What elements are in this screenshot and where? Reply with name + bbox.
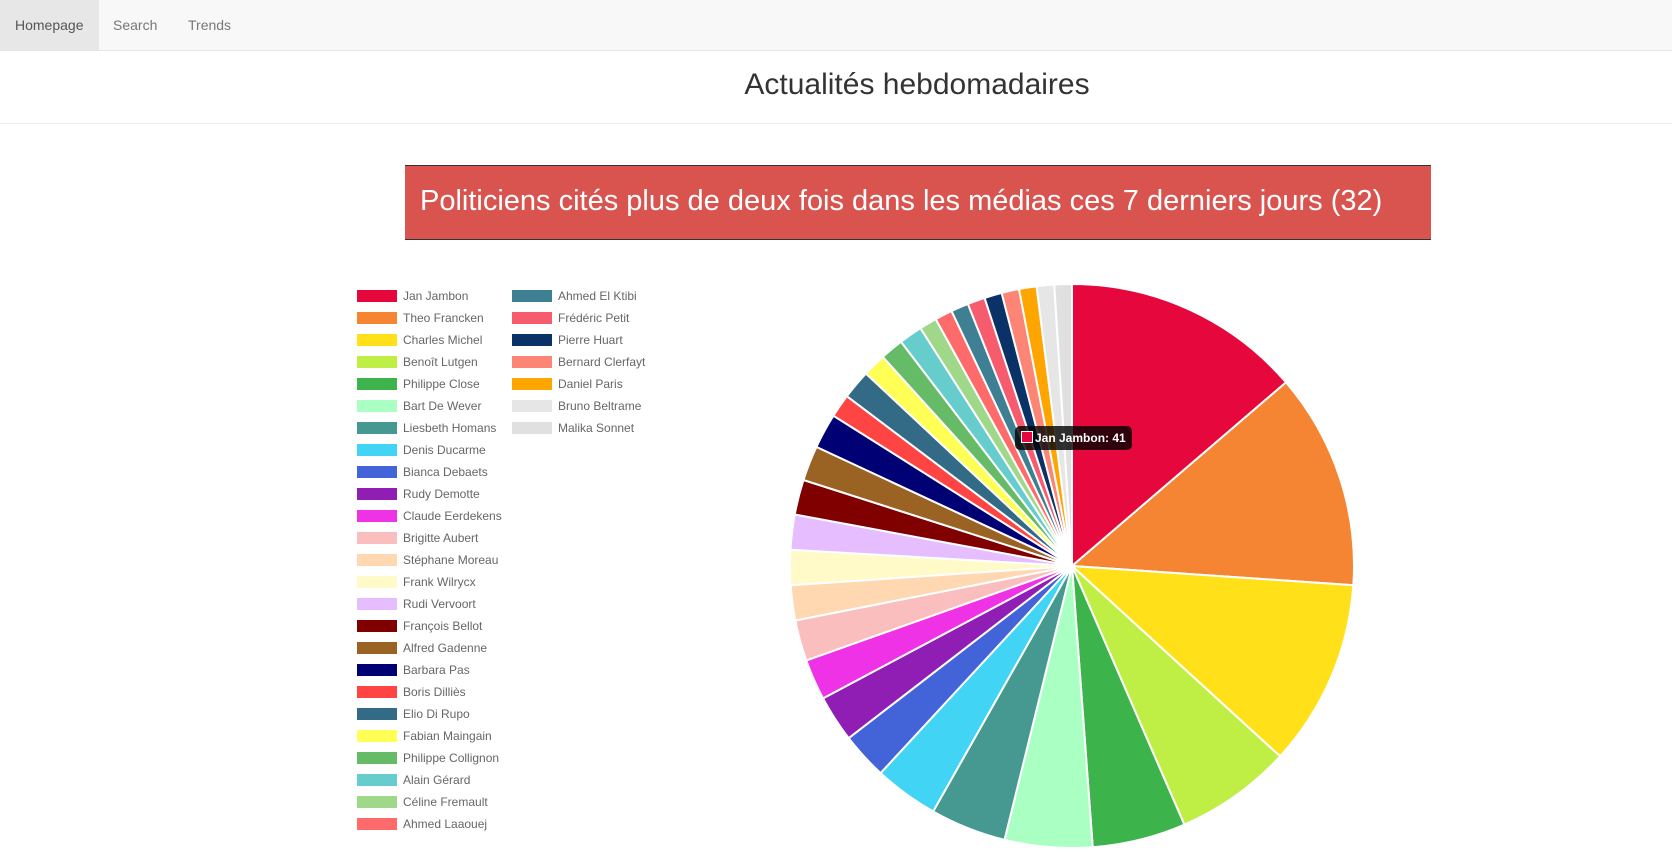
pie-slice-jan-jambon[interactable] — [1071, 282, 1288, 569]
legend-label: Jan Jambon — [403, 289, 469, 303]
legend-label: Bart De Wever — [403, 399, 482, 413]
legend-swatch — [512, 422, 552, 434]
pie-slice-malika-sonnet[interactable] — [1053, 282, 1073, 567]
legend-label: Bernard Clerfayt — [558, 355, 646, 369]
legend-swatch — [357, 796, 397, 808]
pie-slice-charles-michel[interactable] — [1069, 564, 1355, 758]
legend-swatch — [357, 576, 397, 588]
navbar: Homepage Search Trends — [0, 0, 1672, 51]
legend-label: Philippe Close — [403, 377, 480, 391]
legend-label: Liesbeth Homans — [403, 421, 497, 435]
legend-label: Charles Michel — [403, 333, 483, 347]
legend-label: Alain Gérard — [403, 773, 471, 787]
legend-swatch — [512, 378, 552, 390]
legend-swatch — [512, 356, 552, 368]
legend-swatch — [512, 334, 552, 346]
legend-label: Barbara Pas — [403, 663, 470, 677]
legend-swatch — [512, 312, 552, 324]
legend-swatch — [357, 554, 397, 566]
tooltip-text: Jan Jambon: 41 — [1035, 431, 1126, 445]
legend-swatch — [357, 664, 397, 676]
legend-label: Rudy Demotte — [403, 487, 480, 501]
tooltip-swatch — [1021, 431, 1033, 443]
legend-swatch — [357, 620, 397, 632]
nav-trends[interactable]: Trends — [188, 17, 232, 33]
legend-label: Pierre Huart — [558, 333, 623, 347]
legend-label: Frédéric Petit — [558, 311, 630, 325]
legend-label: Boris Dilliès — [403, 685, 466, 699]
legend-label: Stéphane Moreau — [403, 553, 499, 567]
legend-label: Claude Eerdekens — [403, 509, 502, 523]
legend-swatch — [357, 532, 397, 544]
legend-swatch — [357, 444, 397, 456]
legend-swatch — [512, 290, 552, 302]
page-header: Actualités hebdomadaires — [0, 50, 1672, 124]
page-title: Actualités hebdomadaires — [744, 68, 1090, 101]
pie-slice-benoit-lutgen[interactable] — [1071, 565, 1282, 826]
banner-text: Politiciens cités plus de deux fois dans… — [420, 185, 1383, 217]
legend-swatch — [357, 290, 397, 302]
legend-label: Rudi Vervoort — [403, 597, 476, 611]
legend-swatch — [357, 334, 397, 346]
legend-swatch — [357, 356, 397, 368]
legend-label: Frank Wilrycx — [403, 575, 476, 589]
legend-label: François Bellot — [403, 619, 483, 633]
legend-label: Elio Di Rupo — [403, 707, 470, 721]
legend-label: Ahmed El Ktibi — [558, 289, 637, 303]
legend-swatch — [357, 466, 397, 478]
legend-swatch — [357, 598, 397, 610]
legend-swatch — [357, 488, 397, 500]
legend-label: Alfred Gadenne — [403, 641, 488, 655]
legend-label: Bruno Beltrame — [558, 399, 642, 413]
legend-swatch — [357, 774, 397, 786]
legend-label: Fabian Maingain — [403, 729, 492, 743]
nav-homepage[interactable]: Homepage — [0, 0, 99, 50]
legend-swatch — [357, 642, 397, 654]
chart-tooltip: Jan Jambon: 41 — [1015, 426, 1132, 450]
legend-label: Daniel Paris — [558, 377, 623, 391]
legend-swatch — [357, 818, 397, 830]
legend-label: Philippe Collignon — [403, 751, 500, 765]
legend-swatch — [357, 422, 397, 434]
legend-label: Denis Ducarme — [403, 443, 486, 457]
legend-label: Céline Fremault — [403, 795, 488, 809]
nav-search[interactable]: Search — [113, 17, 158, 33]
legend-swatch — [357, 312, 397, 324]
legend-label: Theo Francken — [403, 311, 484, 325]
pie-slice-theo-francken[interactable] — [1069, 380, 1355, 587]
legend-label: Benoît Lutgen — [403, 355, 478, 369]
chart-banner: Politiciens cités plus de deux fois dans… — [405, 165, 1431, 240]
legend-swatch — [357, 510, 397, 522]
legend-swatch — [357, 752, 397, 764]
legend-label: Brigitte Aubert — [403, 531, 479, 545]
legend-swatch — [357, 400, 397, 412]
legend-swatch — [357, 686, 397, 698]
legend-label: Bianca Debaets — [403, 465, 488, 479]
legend-swatch — [357, 378, 397, 390]
legend-swatch — [357, 730, 397, 742]
legend-label: Ahmed Laaouej — [403, 817, 488, 831]
legend-swatch — [512, 400, 552, 412]
legend-label: Malika Sonnet — [558, 421, 635, 435]
legend-swatch — [357, 708, 397, 720]
